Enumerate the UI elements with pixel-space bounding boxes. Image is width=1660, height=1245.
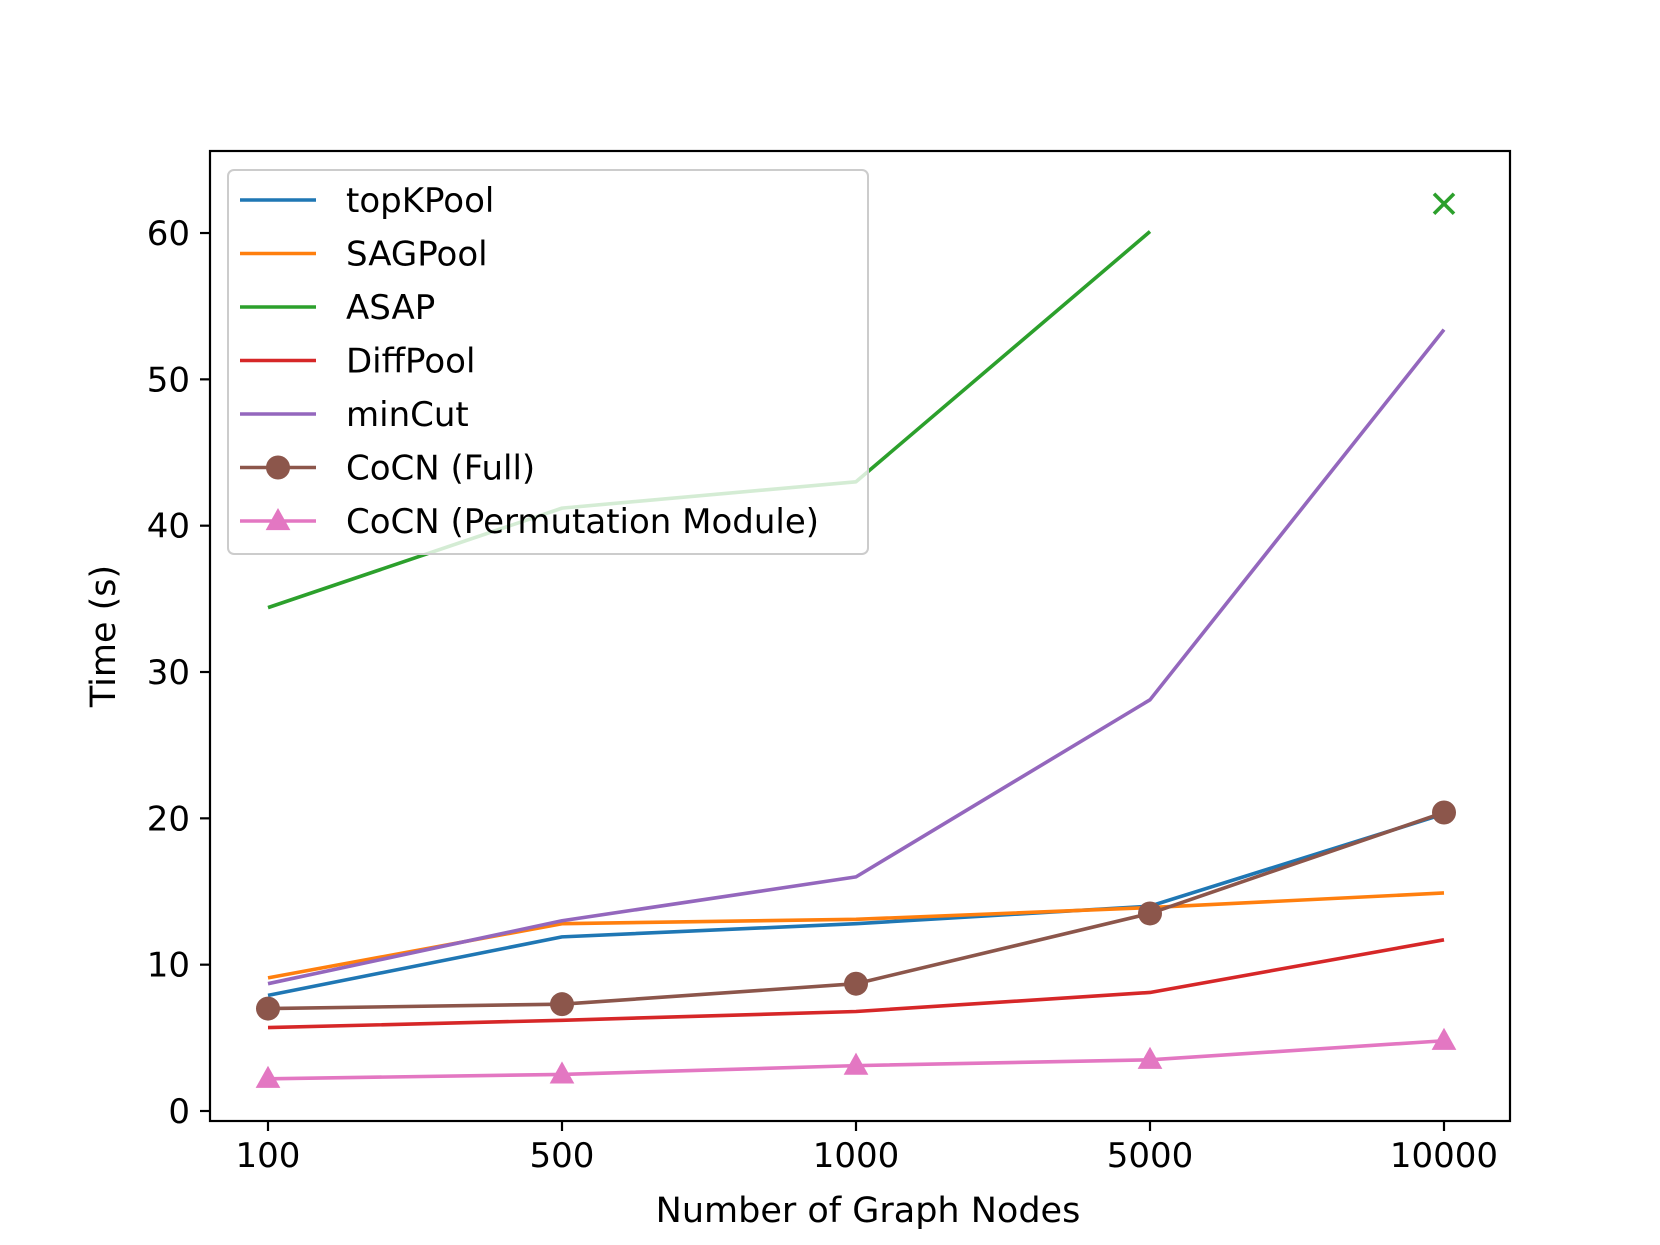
data-point-cocn-full [550, 992, 574, 1017]
legend-item-mincut: minCut [240, 395, 469, 435]
data-point-cocn-permutation-module [1137, 1046, 1163, 1069]
y-tick-label: 0 [168, 1092, 190, 1132]
x-tick-label: 5000 [1107, 1136, 1194, 1176]
y-tick-label: 10 [147, 946, 190, 986]
legend-item-cocn-permutation-module: CoCN (Permutation Module) [240, 502, 819, 542]
x-axis-label: Number of Graph Nodes [656, 1191, 1081, 1231]
data-point-cocn-permutation-module [1431, 1027, 1457, 1050]
x-tick-label: 500 [530, 1136, 595, 1176]
x-tick-label: 100 [236, 1136, 301, 1176]
y-tick-label: 60 [147, 214, 190, 254]
data-point-cocn-permutation-module [255, 1065, 281, 1088]
series-mincut [267, 328, 1446, 986]
data-point-cocn-permutation-module [549, 1061, 575, 1084]
legend-label: topKPool [346, 181, 494, 221]
series-diffpool [267, 938, 1445, 1030]
legend-frame [227, 169, 869, 555]
series-line-topkpool [267, 812, 1445, 998]
legend-item-topkpool: topKPool [240, 181, 494, 221]
series-cocn-permutation-module [255, 1027, 1457, 1088]
legend-item-asap: ASAP [240, 288, 435, 328]
legend-marker [266, 455, 290, 480]
plot-frame [208, 149, 1512, 1123]
legend-item-diffpool: DiffPool [240, 342, 475, 382]
legend-marker [265, 508, 291, 531]
legend-item-cocn-full: CoCN (Full) [240, 449, 535, 489]
legend-label: CoCN (Permutation Module) [346, 502, 819, 542]
timeout-marker-asap [1432, 192, 1456, 216]
data-point-cocn-permutation-module [843, 1052, 869, 1075]
legend: topKPool SAGPool ASAP DiffPool minCut CoCN (F… [227, 169, 869, 555]
data-point-cocn-full [1432, 800, 1456, 825]
data-point-cocn-full [1138, 901, 1162, 926]
data-point-cocn-full [256, 996, 280, 1021]
y-tick-label: 50 [147, 360, 190, 400]
y-tick-label: 20 [147, 799, 190, 839]
y-axis-label: Time (s) [84, 565, 124, 708]
legend-label: minCut [346, 395, 469, 435]
legend-label: DiffPool [346, 342, 475, 382]
y-tick-label: 40 [147, 507, 190, 547]
y-axis: 0 10 20 30 40 50 60 [147, 214, 210, 1132]
legend-label: SAGPool [346, 235, 488, 275]
y-tick-label: 30 [147, 653, 190, 693]
series-line-mincut [267, 328, 1446, 986]
series-topkpool [267, 812, 1445, 998]
x-axis: 100 500 1000 5000 10000 [236, 1121, 1498, 1176]
data-point-cocn-full [844, 971, 868, 996]
legend-item-sagpool: SAGPool [240, 235, 488, 275]
series-cocn-full [256, 800, 1456, 1021]
legend-label: CoCN (Full) [346, 449, 535, 489]
x-tick-label: 10000 [1390, 1136, 1498, 1176]
legend-label: ASAP [346, 288, 435, 328]
x-tick-label: 1000 [813, 1136, 900, 1176]
series-line-diffpool [267, 938, 1445, 1030]
